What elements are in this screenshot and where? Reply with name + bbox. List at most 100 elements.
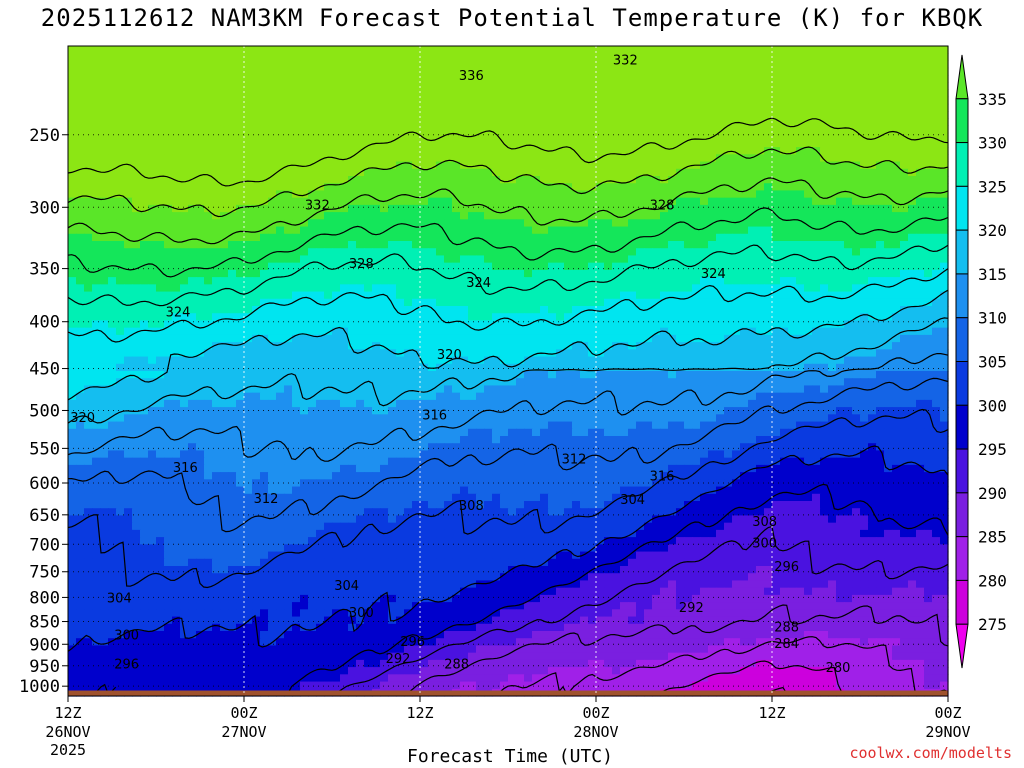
color-cell (860, 67, 869, 76)
color-cell (860, 248, 869, 257)
color-cell (268, 89, 277, 98)
color-cell (396, 74, 405, 83)
color-cell (388, 284, 397, 293)
color-cell (556, 219, 565, 228)
color-cell (756, 197, 765, 206)
color-cell (260, 363, 269, 372)
color-cell (364, 168, 373, 177)
color-cell (68, 356, 77, 365)
color-cell (580, 241, 589, 249)
color-cell (508, 255, 517, 264)
color-cell (292, 176, 301, 184)
color-cell (444, 306, 453, 314)
color-cell (316, 197, 325, 206)
color-cell (100, 255, 109, 264)
color-cell (796, 298, 805, 307)
color-cell (372, 46, 381, 54)
color-cell (804, 277, 813, 285)
color-cell (284, 349, 293, 358)
color-cell (564, 349, 573, 358)
color-cell (340, 161, 349, 170)
color-cell (428, 291, 437, 300)
color-cell (228, 161, 237, 170)
color-cell (228, 183, 237, 192)
color-cell (204, 53, 213, 62)
color-cell (572, 96, 581, 105)
color-cell (932, 161, 941, 170)
color-cell (892, 327, 901, 336)
color-cell (780, 255, 789, 264)
color-cell (484, 103, 493, 112)
color-cell (844, 262, 853, 271)
color-cell (324, 284, 333, 293)
color-cell (212, 118, 221, 127)
color-cell (396, 103, 405, 112)
color-cell (308, 161, 317, 170)
color-cell (572, 118, 581, 127)
color-cell (388, 371, 397, 379)
color-cell (628, 46, 637, 54)
color-cell (244, 103, 253, 112)
color-cell (788, 327, 797, 336)
color-cell (412, 67, 421, 76)
color-cell (900, 139, 909, 148)
color-cell (708, 327, 717, 336)
color-cell (268, 111, 277, 119)
color-cell (252, 147, 261, 155)
color-cell (796, 74, 805, 83)
color-cell (124, 67, 133, 76)
color-cell (716, 313, 725, 322)
color-cell (452, 212, 461, 220)
color-cell (332, 103, 341, 112)
color-cell (612, 103, 621, 112)
color-cell (436, 204, 445, 213)
color-cell (372, 356, 381, 365)
color-cell (596, 284, 605, 293)
color-cell (180, 233, 189, 242)
color-cell (724, 241, 733, 249)
color-cell (228, 96, 237, 105)
color-cell (900, 349, 909, 358)
color-cell (444, 248, 453, 257)
color-cell (188, 342, 197, 350)
color-cell (644, 176, 653, 184)
color-cell (412, 255, 421, 264)
color-cell (132, 118, 141, 127)
color-cell (276, 371, 285, 379)
color-cell (212, 248, 221, 257)
color-cell (852, 233, 861, 242)
color-cell (420, 269, 429, 278)
color-cell (236, 291, 245, 300)
color-cell (660, 262, 669, 271)
color-cell (68, 306, 77, 314)
color-cell (844, 183, 853, 192)
color-cell (244, 125, 253, 134)
color-cell (596, 313, 605, 322)
color-cell (500, 356, 509, 365)
color-cell (676, 183, 685, 192)
color-cell (484, 125, 493, 134)
color-cell (356, 349, 365, 358)
color-cell (268, 356, 277, 365)
color-cell (836, 291, 845, 300)
color-cell (204, 349, 213, 358)
color-cell (556, 334, 565, 343)
color-cell (292, 313, 301, 322)
color-cell (908, 46, 917, 54)
color-cell (76, 161, 85, 170)
color-cell (860, 89, 869, 98)
color-cell (788, 269, 797, 278)
color-cell (852, 74, 861, 83)
color-cell (820, 147, 829, 155)
color-cell (428, 132, 437, 141)
color-cell (132, 60, 141, 69)
color-cell (388, 204, 397, 213)
color-cell (556, 248, 565, 257)
color-cell (860, 176, 869, 184)
color-cell (212, 291, 221, 300)
color-cell (76, 363, 85, 372)
color-cell (436, 82, 445, 90)
color-cell (388, 226, 397, 235)
color-cell (276, 363, 285, 372)
color-cell (404, 161, 413, 170)
